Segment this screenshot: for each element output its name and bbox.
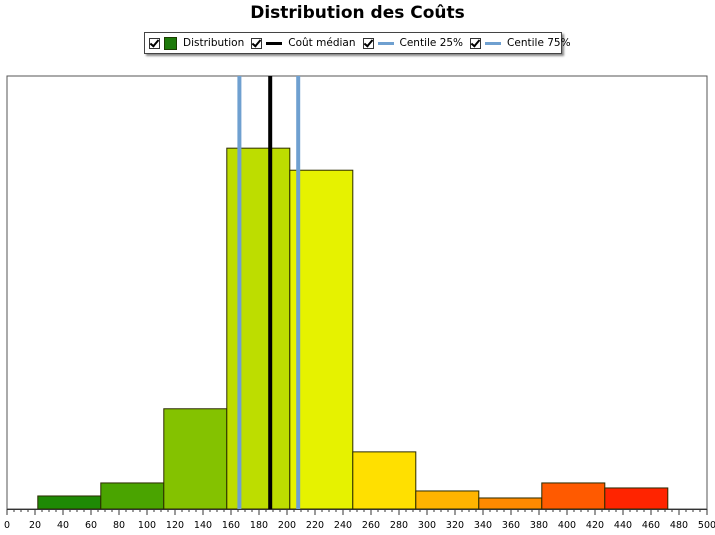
- checkbox-checked-icon[interactable]: [149, 37, 160, 49]
- x-tick-label: 420: [586, 520, 604, 531]
- legend-item-percentile25[interactable]: Centile 25%: [362, 37, 464, 49]
- x-tick-label: 260: [362, 520, 380, 531]
- histogram-bar: [100, 482, 165, 510]
- x-tick-label: 300: [418, 520, 436, 531]
- legend: Distribution Coût médian Centile 25% Cen…: [144, 32, 571, 54]
- checkbox-checked-icon[interactable]: [362, 37, 374, 49]
- x-tick-label: 140: [194, 520, 212, 531]
- x-tick-label: 40: [57, 520, 69, 531]
- x-tick-label: 440: [614, 520, 632, 531]
- x-tick-label: 100: [138, 520, 156, 531]
- x-tick-label: 340: [474, 520, 492, 531]
- legend-item-median[interactable]: Coût médian: [251, 37, 356, 49]
- x-tick-label: 360: [502, 520, 520, 531]
- legend-swatch-percentile75: [485, 41, 502, 45]
- legend-label: Centile 75%: [507, 37, 571, 49]
- legend-swatch-distribution: [164, 36, 177, 50]
- x-tick-label: 460: [642, 520, 660, 531]
- legend-item-percentile75[interactable]: Centile 75%: [470, 37, 571, 49]
- legend-item-distribution[interactable]: Distribution: [149, 36, 245, 50]
- legend-label: Centile 25%: [399, 37, 464, 49]
- x-tick-label: 500: [698, 520, 715, 531]
- x-tick-label: 280: [390, 520, 408, 531]
- legend-swatch-percentile25: [377, 41, 394, 45]
- histogram-bar: [541, 482, 606, 510]
- histogram-bar: [226, 147, 291, 510]
- chart-title: Distribution des Coûts: [250, 3, 465, 23]
- histogram-bar: [478, 497, 543, 510]
- x-tick-label: 480: [670, 520, 688, 531]
- x-tick-label: 20: [29, 520, 41, 531]
- x-tick-label: 220: [306, 520, 324, 531]
- x-tick-label: 400: [558, 520, 576, 531]
- checkbox-checked-icon[interactable]: [470, 37, 482, 49]
- x-tick-label: 200: [278, 520, 296, 531]
- x-tick-label: 0: [4, 520, 10, 531]
- histogram-bar: [163, 408, 228, 510]
- histogram-bar: [604, 487, 669, 510]
- legend-label: Distribution: [183, 37, 245, 49]
- checkbox-checked-icon[interactable]: [251, 37, 263, 49]
- histogram-bar: [415, 490, 480, 510]
- legend-label: Coût médian: [288, 37, 356, 49]
- x-tick-label: 80: [113, 520, 125, 531]
- histogram-bar: [37, 495, 102, 510]
- x-tick-label: 60: [85, 520, 97, 531]
- x-tick-label: 240: [334, 520, 352, 531]
- plot-area: [6, 75, 708, 510]
- x-tick-label: 180: [250, 520, 268, 531]
- x-tick-label: 380: [530, 520, 548, 531]
- x-tick-label: 160: [222, 520, 240, 531]
- x-tick-label: 120: [166, 520, 184, 531]
- histogram-bar: [352, 451, 417, 510]
- x-tick-label: 320: [446, 520, 464, 531]
- legend-swatch-median: [266, 41, 283, 45]
